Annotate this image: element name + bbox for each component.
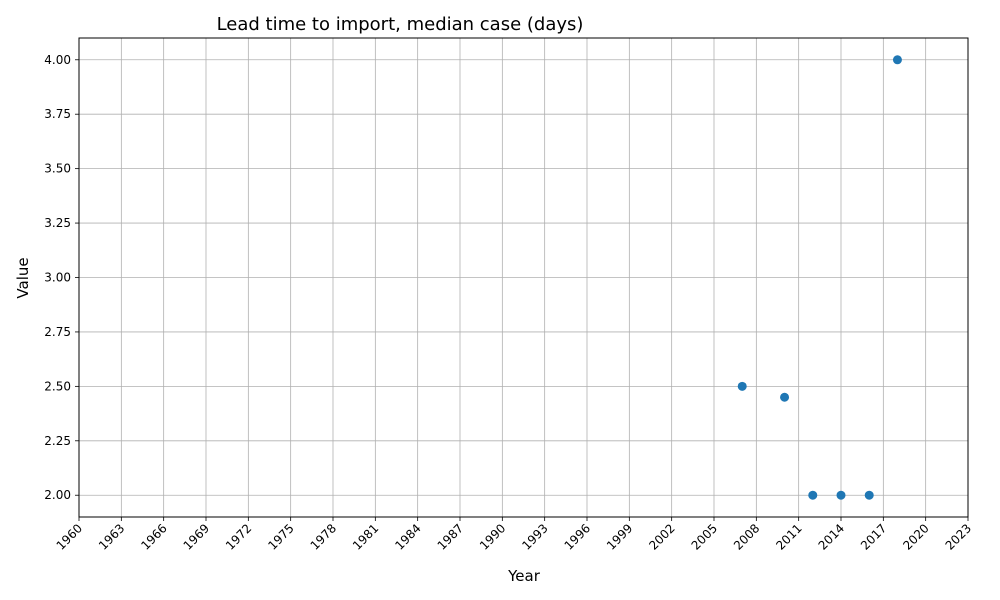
data-point [808, 490, 818, 500]
x-tick-label: 1972 [223, 521, 254, 552]
x-tick-label: 2008 [731, 521, 762, 552]
x-tick-label: 2014 [816, 521, 847, 552]
x-tick-label: 1987 [435, 521, 466, 552]
x-tick-label: 1981 [350, 521, 381, 552]
grid [78, 38, 969, 517]
data-point [892, 55, 902, 65]
x-tick-label: 2005 [689, 521, 720, 552]
x-tick-label: 1966 [138, 521, 169, 552]
x-tick-label: 2002 [646, 521, 677, 552]
x-tick-label: 1975 [265, 521, 296, 552]
x-axis-title: Year [507, 567, 541, 585]
y-tick-label: 2.25 [44, 434, 71, 448]
data-point [780, 392, 790, 402]
x-tick-label: 1996 [562, 521, 593, 552]
data-points [737, 55, 902, 500]
y-tick-label: 3.00 [44, 271, 71, 285]
x-tick-label: 1978 [308, 521, 339, 552]
x-tick-label: 1960 [54, 521, 85, 552]
chart-title: Lead time to import, median case (days) [217, 14, 584, 35]
y-tick-label: 2.50 [44, 379, 71, 393]
y-tick-label: 4.00 [44, 53, 71, 67]
data-point [737, 381, 747, 391]
x-tick-label: 2017 [858, 521, 889, 552]
x-tick-label: 1984 [392, 521, 423, 552]
y-tick-label: 2.00 [44, 488, 71, 502]
x-tick-label: 1999 [604, 521, 635, 552]
y-axis-title: Value [14, 257, 32, 298]
x-tick-label: 1990 [477, 521, 508, 552]
y-tick-label: 3.25 [44, 216, 71, 230]
x-tick-label: 1963 [96, 521, 127, 552]
data-point [864, 490, 874, 500]
y-axis-ticks: 2.00 2.25 2.50 2.75 3.00 3.25 3.50 3.75 4.00 [44, 53, 79, 502]
x-tick-label: 1969 [181, 521, 212, 552]
y-tick-label: 2.75 [44, 325, 71, 339]
x-tick-label: 2011 [773, 521, 804, 552]
x-axis-ticks: 1960 1963 1966 1969 1972 1975 1978 1981 1984 1987… [54, 517, 974, 553]
x-tick-label: 1993 [519, 521, 550, 552]
y-tick-label: 3.50 [44, 162, 71, 176]
x-tick-label: 2023 [943, 521, 974, 552]
y-tick-label: 3.75 [44, 107, 71, 121]
data-point [836, 490, 846, 500]
x-tick-label: 2020 [900, 521, 931, 552]
